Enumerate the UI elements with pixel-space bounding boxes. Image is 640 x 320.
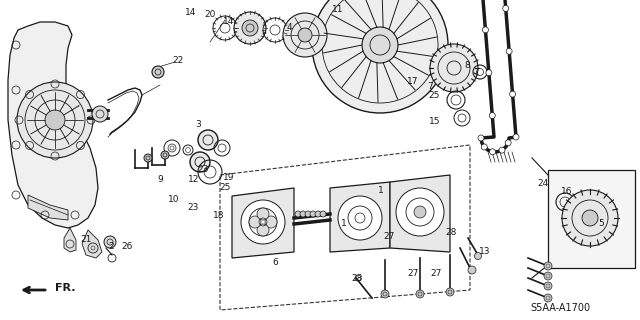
Circle shape: [478, 135, 484, 141]
Text: 19: 19: [223, 173, 235, 182]
Circle shape: [17, 82, 93, 158]
Circle shape: [562, 190, 618, 246]
Circle shape: [320, 211, 326, 217]
Circle shape: [414, 206, 426, 218]
Text: 11: 11: [332, 5, 344, 14]
Polygon shape: [82, 230, 102, 258]
Circle shape: [490, 149, 495, 155]
Polygon shape: [548, 170, 635, 268]
Text: 26: 26: [121, 242, 132, 251]
Circle shape: [241, 200, 285, 244]
Text: FR.: FR.: [55, 283, 76, 293]
Polygon shape: [390, 175, 450, 252]
Text: 1: 1: [342, 220, 347, 228]
Circle shape: [92, 106, 108, 122]
Circle shape: [144, 154, 152, 162]
Circle shape: [582, 210, 598, 226]
Circle shape: [198, 130, 218, 150]
Circle shape: [45, 110, 65, 130]
Text: 7: 7: [428, 82, 433, 91]
Circle shape: [506, 48, 512, 54]
Text: 13: 13: [479, 247, 491, 256]
Circle shape: [257, 224, 269, 236]
Text: 2: 2: [108, 242, 113, 251]
Circle shape: [362, 27, 398, 63]
Polygon shape: [8, 22, 98, 228]
Circle shape: [505, 140, 511, 146]
Text: 9: 9: [157, 175, 163, 184]
Text: 10: 10: [168, 195, 180, 204]
Circle shape: [312, 0, 448, 113]
Circle shape: [257, 208, 269, 220]
Text: 1: 1: [378, 186, 383, 195]
Text: 6: 6: [273, 258, 278, 267]
Text: 4: 4: [287, 23, 292, 32]
Text: 17: 17: [407, 77, 419, 86]
Circle shape: [242, 20, 258, 36]
Text: 27: 27: [383, 232, 395, 241]
Circle shape: [300, 211, 306, 217]
Circle shape: [502, 5, 509, 12]
Text: 3: 3: [196, 120, 201, 129]
Circle shape: [338, 196, 382, 240]
Circle shape: [234, 12, 266, 44]
Circle shape: [490, 113, 495, 119]
Circle shape: [161, 151, 169, 159]
Text: 20: 20: [204, 10, 216, 19]
Text: 27: 27: [407, 269, 419, 278]
Text: 21: 21: [80, 235, 92, 244]
Text: 27: 27: [431, 269, 442, 278]
Circle shape: [283, 13, 327, 57]
Text: 23: 23: [198, 165, 209, 174]
Text: 22: 22: [172, 56, 184, 65]
Circle shape: [446, 288, 454, 296]
Text: 14: 14: [185, 8, 196, 17]
Text: 12: 12: [188, 175, 199, 184]
Circle shape: [396, 188, 444, 236]
Circle shape: [509, 91, 516, 97]
Text: 23: 23: [188, 203, 199, 212]
Circle shape: [305, 211, 311, 217]
Circle shape: [381, 290, 389, 298]
Circle shape: [486, 70, 492, 76]
Circle shape: [513, 134, 519, 140]
Circle shape: [104, 236, 116, 248]
Text: 24: 24: [537, 180, 548, 188]
Text: 25: 25: [220, 183, 231, 192]
Text: 14: 14: [223, 17, 235, 26]
Circle shape: [298, 28, 312, 42]
Circle shape: [544, 272, 552, 280]
Circle shape: [295, 211, 301, 217]
Polygon shape: [64, 228, 76, 252]
Text: 5: 5: [599, 220, 604, 228]
Circle shape: [265, 216, 277, 228]
Text: 28: 28: [351, 274, 363, 283]
Circle shape: [544, 294, 552, 302]
Circle shape: [474, 252, 481, 260]
Text: S5AA-A1700: S5AA-A1700: [530, 303, 590, 313]
Text: 15: 15: [429, 117, 441, 126]
Circle shape: [430, 44, 478, 92]
Circle shape: [468, 266, 476, 274]
Text: 25: 25: [428, 92, 440, 100]
Polygon shape: [330, 182, 390, 252]
Circle shape: [249, 216, 261, 228]
Circle shape: [481, 144, 487, 150]
Text: 18: 18: [213, 211, 225, 220]
Circle shape: [544, 282, 552, 290]
Polygon shape: [28, 195, 68, 220]
Circle shape: [190, 152, 210, 172]
Circle shape: [483, 27, 488, 33]
Circle shape: [310, 211, 316, 217]
Circle shape: [544, 262, 552, 270]
Text: 28: 28: [445, 228, 457, 237]
Text: 8: 8: [465, 61, 470, 70]
Circle shape: [315, 211, 321, 217]
Text: 16: 16: [561, 188, 572, 196]
Circle shape: [416, 290, 424, 298]
Polygon shape: [232, 188, 294, 258]
Circle shape: [152, 66, 164, 78]
Circle shape: [499, 147, 505, 153]
